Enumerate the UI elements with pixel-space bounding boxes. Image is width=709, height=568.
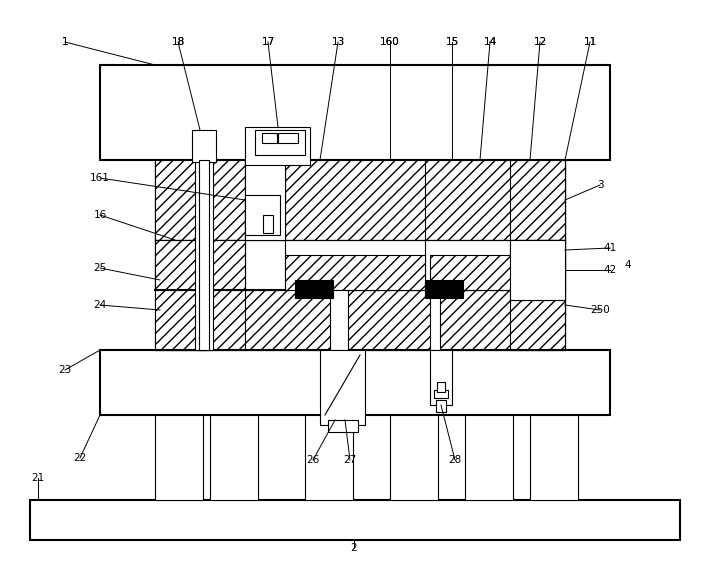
Text: 4: 4 (625, 260, 631, 270)
Text: 24: 24 (94, 300, 106, 310)
Text: 160: 160 (380, 37, 400, 47)
Text: 250: 250 (590, 305, 610, 315)
Text: 12: 12 (533, 37, 547, 47)
Bar (465, 410, 513, 500)
Text: 11: 11 (584, 37, 597, 47)
Text: 16: 16 (94, 210, 106, 220)
Bar (430, 255, 565, 290)
Text: 17: 17 (262, 37, 274, 47)
Bar (100, 65, 610, 160)
Bar (155, 410, 203, 500)
Bar (430, 290, 440, 350)
Text: 21: 21 (31, 473, 45, 483)
Text: 13: 13 (331, 37, 345, 47)
Bar (155, 160, 565, 240)
Text: 12: 12 (533, 37, 547, 47)
Bar (155, 240, 245, 290)
Bar (245, 195, 280, 235)
Text: 18: 18 (172, 37, 184, 47)
Text: 3: 3 (597, 180, 603, 190)
Bar (199, 160, 209, 350)
Text: 160: 160 (380, 37, 400, 47)
Text: 1: 1 (62, 37, 68, 47)
Text: 15: 15 (445, 37, 459, 47)
Bar (155, 160, 205, 350)
Bar (330, 290, 348, 350)
Bar (278, 133, 298, 143)
Bar (210, 410, 258, 500)
Bar (425, 280, 463, 298)
Text: 25: 25 (94, 263, 106, 273)
Bar (155, 240, 565, 290)
Text: 18: 18 (172, 37, 184, 47)
Bar (263, 215, 273, 233)
Bar (262, 133, 277, 143)
Text: 11: 11 (584, 37, 597, 47)
Bar (510, 240, 565, 300)
Text: 27: 27 (343, 455, 357, 465)
Bar (30, 500, 680, 540)
Text: 17: 17 (262, 37, 274, 47)
Bar (245, 160, 285, 240)
Bar (155, 290, 565, 350)
Bar (510, 160, 565, 350)
Bar (434, 390, 448, 398)
Bar (436, 400, 446, 412)
Text: 2: 2 (351, 543, 357, 553)
Text: 22: 22 (73, 453, 86, 463)
Text: 28: 28 (448, 455, 462, 465)
Text: 23: 23 (58, 365, 72, 375)
Bar (285, 160, 565, 240)
Bar (320, 350, 365, 425)
Text: 41: 41 (603, 243, 617, 253)
Text: 14: 14 (484, 37, 496, 47)
Bar (285, 255, 425, 290)
Bar (192, 130, 216, 162)
Text: 26: 26 (306, 455, 320, 465)
Text: 42: 42 (603, 265, 617, 275)
Bar (255, 130, 305, 155)
Text: 13: 13 (331, 37, 345, 47)
Bar (328, 420, 358, 432)
Bar (245, 127, 310, 165)
Bar (155, 160, 245, 240)
Text: 1: 1 (62, 37, 68, 47)
Text: 161: 161 (90, 173, 110, 183)
Bar (195, 160, 213, 350)
Bar (390, 410, 438, 500)
Bar (430, 350, 452, 405)
Text: 15: 15 (445, 37, 459, 47)
Bar (530, 410, 578, 500)
Bar (437, 382, 445, 392)
Text: 14: 14 (484, 37, 496, 47)
Bar (305, 410, 353, 500)
Bar (100, 350, 610, 415)
Bar (295, 280, 333, 298)
